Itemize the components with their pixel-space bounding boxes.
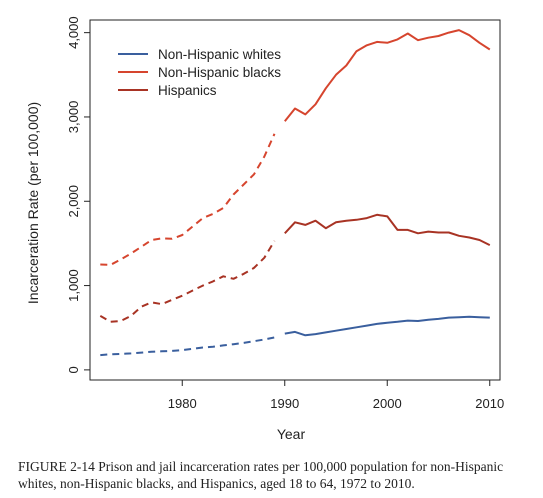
y-axis-title: Incarceration Rate (per 100,000) [25, 102, 41, 304]
y-tick-label: 4,000 [66, 16, 81, 49]
caption-label: FIGURE 2-14 [18, 459, 95, 474]
series-line-solid [284, 315, 490, 337]
y-tick-label: 1,000 [66, 269, 81, 302]
legend-label: Hispanics [158, 83, 217, 98]
legend-label: Non-Hispanic whites [158, 47, 281, 62]
legend-label: Non-Hispanic blacks [158, 65, 281, 80]
y-axis: 0 1,000 2,000 3,000 4,000 [66, 16, 90, 374]
series-line-solid [284, 29, 491, 122]
legend: Non-Hispanic whites Non-Hispanic blacks Hi… [118, 47, 281, 98]
y-tick-label: 3,000 [66, 101, 81, 134]
series-line-dashed [99, 240, 276, 323]
x-tick-label: 1980 [168, 396, 197, 411]
caption-text: Prison and jail incarceration rates per … [18, 459, 504, 491]
series-line-dashed [100, 336, 275, 357]
x-tick-label: 1990 [270, 396, 299, 411]
incarceration-line-chart: 1980 1990 2000 2010 0 1,000 2,000 3,000 4,000 N… [25, 16, 504, 442]
series-line-dashed [100, 133, 276, 266]
x-axis-title: Year [277, 426, 306, 442]
series-lines [99, 29, 491, 357]
x-axis: 1980 1990 2000 2010 [168, 380, 504, 411]
x-tick-label: 2000 [373, 396, 402, 411]
series-line-solid [284, 213, 491, 246]
y-tick-label: 0 [66, 366, 81, 373]
plot-frame [89, 19, 501, 381]
figure-caption: FIGURE 2-14 Prison and jail incarceratio… [18, 458, 533, 492]
x-tick-label: 2010 [475, 396, 504, 411]
y-tick-label: 2,000 [66, 185, 81, 218]
